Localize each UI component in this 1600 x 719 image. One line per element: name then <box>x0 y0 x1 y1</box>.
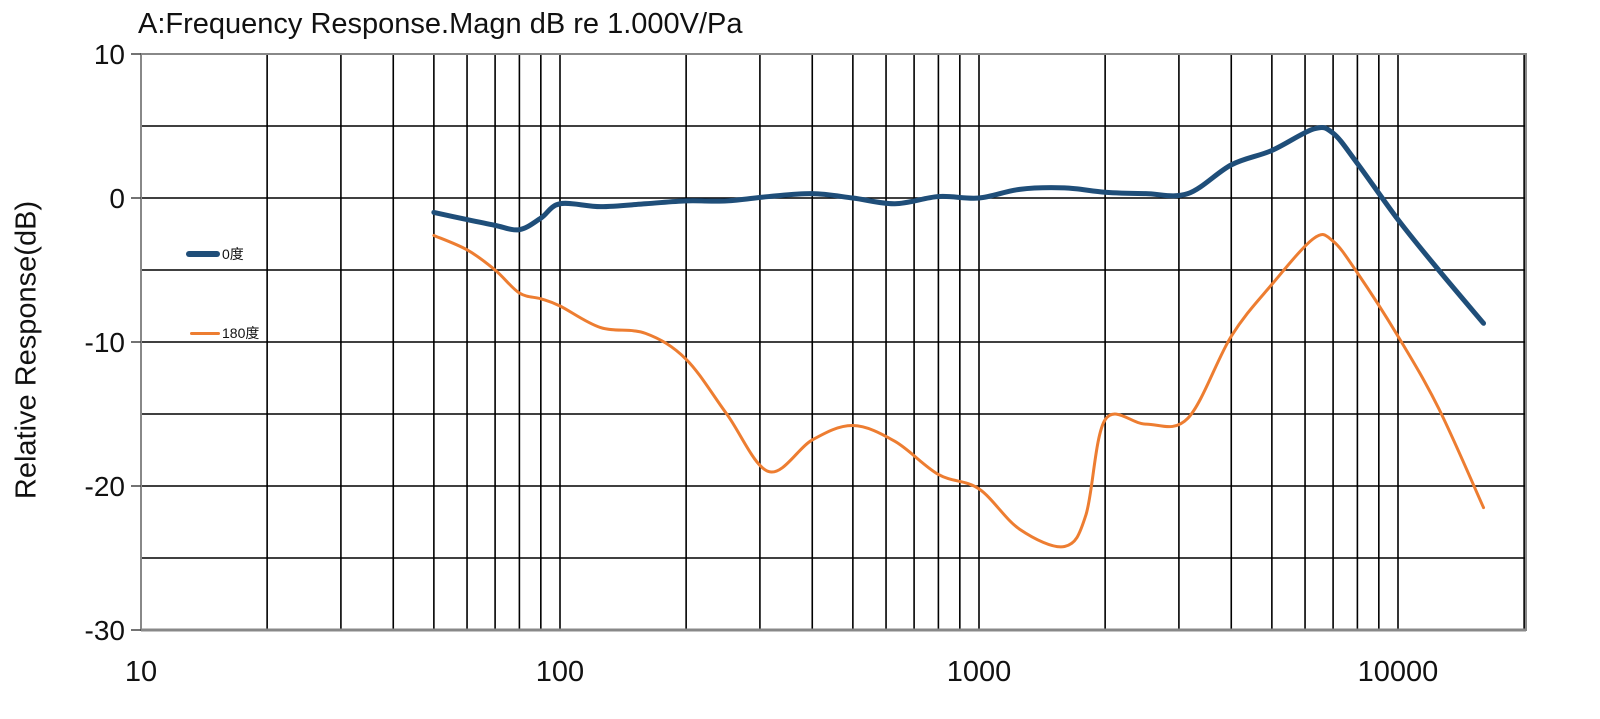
svg-text:10: 10 <box>125 656 157 688</box>
y-axis-ticks: 10 0 -10 -20 -30 <box>85 39 141 646</box>
svg-text:-20: -20 <box>85 471 125 502</box>
legend-item-180deg: 180度 <box>190 323 259 343</box>
legend-label-0deg: 0度 <box>222 246 244 262</box>
data-series <box>431 124 1487 549</box>
svg-text:100: 100 <box>536 656 584 688</box>
legend-label-180deg: 180度 <box>222 325 260 341</box>
series-line <box>431 124 1487 326</box>
svg-text:-30: -30 <box>85 615 125 646</box>
chart-title: A:Frequency Response.Magn dB re 1.000V/P… <box>138 8 743 40</box>
svg-text:0: 0 <box>109 183 125 214</box>
svg-text:10000: 10000 <box>1358 656 1439 688</box>
series-line <box>432 233 1486 549</box>
svg-text:1000: 1000 <box>947 656 1012 688</box>
legend-swatch-0deg-icon <box>186 251 220 257</box>
svg-text:10: 10 <box>94 39 125 70</box>
svg-text:-10: -10 <box>85 327 125 358</box>
legend-item-0deg: 0度 <box>186 244 244 264</box>
grid-lines <box>140 53 1527 632</box>
x-axis-ticks: 10 100 1000 10000 <box>125 656 1438 688</box>
legend-swatch-180deg-icon <box>190 331 220 335</box>
